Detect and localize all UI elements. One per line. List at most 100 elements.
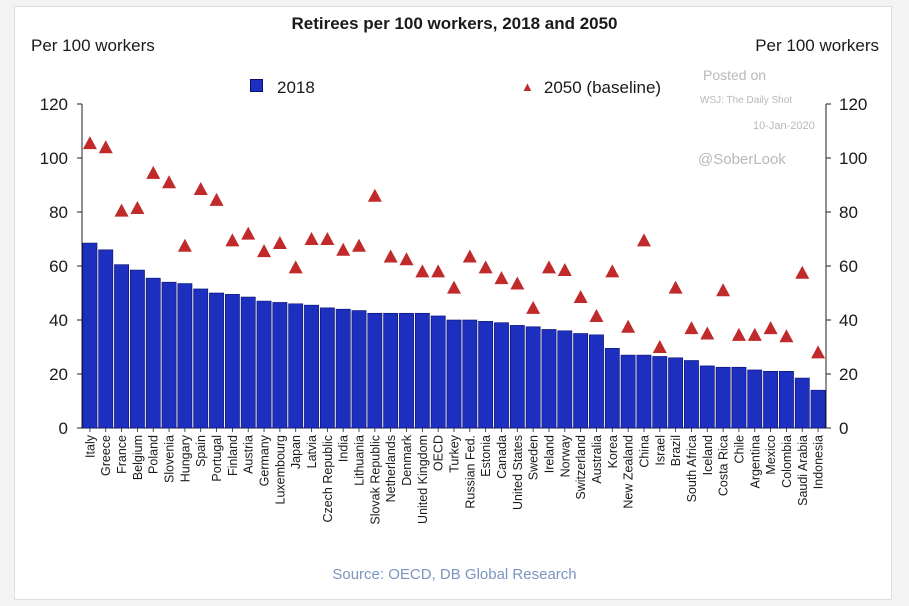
bar-2018 bbox=[335, 308, 351, 429]
x-tick-label: Spain bbox=[194, 435, 208, 467]
x-tick-label: Germany bbox=[258, 434, 272, 486]
x-tick-label: Brazil bbox=[669, 435, 683, 466]
marker-2050 bbox=[652, 340, 667, 353]
bar-2018 bbox=[319, 307, 335, 429]
x-tick-label: Switzerland bbox=[574, 435, 588, 500]
marker-2050 bbox=[288, 260, 303, 274]
legend-label-2050: 2050 (baseline) bbox=[543, 78, 662, 97]
marker-2050 bbox=[795, 265, 810, 279]
x-tick-label: Denmark bbox=[400, 434, 414, 485]
bar-2018 bbox=[589, 334, 604, 429]
marker-2050 bbox=[431, 264, 446, 278]
x-tick-label: Slovenia bbox=[163, 435, 177, 483]
x-tick-label: Colombia bbox=[780, 435, 794, 488]
bar-2018 bbox=[98, 249, 114, 429]
x-tick-label: Finland bbox=[226, 435, 240, 476]
x-tick-label: Luxembourg bbox=[273, 435, 287, 505]
marker-2050 bbox=[257, 244, 272, 258]
marker-2050 bbox=[272, 236, 287, 250]
bar-2018 bbox=[114, 264, 129, 429]
x-tick-label: Czech Republic bbox=[321, 435, 335, 523]
bar-2018 bbox=[779, 370, 794, 429]
x-tick-label: France bbox=[115, 435, 129, 474]
x-tick-label: OECD bbox=[432, 435, 446, 471]
bar-2018 bbox=[399, 312, 414, 429]
y-tick-label-left: 40 bbox=[49, 311, 68, 330]
legend-item-2050: ▲ 2050 (baseline) bbox=[521, 78, 661, 98]
bar-2018 bbox=[494, 322, 509, 429]
bar-2018 bbox=[478, 321, 494, 429]
right-axis-label: Per 100 workers bbox=[755, 36, 879, 55]
bar-2018 bbox=[224, 294, 240, 429]
bar-2018 bbox=[731, 366, 747, 429]
marker-2050 bbox=[557, 263, 572, 277]
x-tick-label: South Africa bbox=[685, 435, 699, 502]
y-tick-label-right: 100 bbox=[839, 149, 867, 168]
bar-2018 bbox=[383, 312, 399, 429]
x-tick-label: Portugal bbox=[210, 435, 224, 482]
y-tick-label-left: 20 bbox=[49, 365, 68, 384]
marker-2050 bbox=[763, 321, 778, 335]
marker-2050 bbox=[573, 290, 588, 304]
bar-2018 bbox=[636, 354, 652, 429]
y-tick-label-right: 40 bbox=[839, 311, 858, 330]
x-tick-label: China bbox=[637, 435, 651, 468]
marker-2050 bbox=[304, 232, 319, 245]
marker-2050 bbox=[747, 327, 762, 341]
x-tick-label: Indonesia bbox=[812, 435, 826, 489]
bar-2018 bbox=[652, 356, 668, 429]
bar-2018 bbox=[145, 277, 161, 429]
bar-2018 bbox=[557, 330, 573, 429]
left-axis-label: Per 100 workers bbox=[31, 36, 155, 55]
marker-2050 bbox=[225, 233, 240, 247]
x-tick-label: Belgium bbox=[131, 435, 145, 480]
source-note: Source: OECD, DB Global Research bbox=[332, 566, 577, 583]
bar-2018 bbox=[304, 304, 319, 429]
marker-2050 bbox=[447, 280, 461, 294]
x-tick-label: Sweden bbox=[527, 435, 541, 480]
marker-2050 bbox=[510, 276, 525, 290]
x-tick-label: Italy bbox=[83, 434, 97, 458]
bar-2018 bbox=[82, 242, 98, 429]
x-tick-label: Saudi Arabia bbox=[796, 435, 810, 506]
bar-2018 bbox=[573, 333, 589, 429]
bar-2018 bbox=[209, 292, 224, 429]
bar-2018 bbox=[525, 326, 541, 429]
x-tick-label: Netherlands bbox=[384, 435, 398, 502]
y-tick-label-right: 0 bbox=[839, 419, 848, 438]
bar-2018 bbox=[462, 319, 478, 429]
legend-triangle-marker: ▲ bbox=[521, 79, 534, 94]
marker-2050 bbox=[399, 252, 414, 266]
x-tick-label: Austria bbox=[242, 435, 256, 474]
x-tick-label: Norway bbox=[558, 434, 572, 477]
x-tick-label: Japan bbox=[289, 435, 303, 469]
marker-2050 bbox=[605, 264, 620, 278]
x-tick-label: Mexico bbox=[764, 435, 778, 475]
bar-2018 bbox=[430, 315, 446, 429]
marker-2050 bbox=[589, 308, 604, 322]
marker-2050 bbox=[162, 175, 177, 189]
x-tick-label: Israel bbox=[653, 435, 667, 466]
x-tick-label: Argentina bbox=[748, 435, 762, 489]
x-tick-label: Korea bbox=[606, 435, 620, 468]
x-tick-label: Latvia bbox=[305, 435, 319, 468]
marker-2050 bbox=[668, 280, 683, 294]
bar-2018 bbox=[351, 310, 367, 429]
y-tick-label-left: 80 bbox=[49, 203, 68, 222]
x-tick-label: Poland bbox=[147, 435, 161, 474]
y-tick-label-left: 100 bbox=[40, 149, 68, 168]
watermark-handle: @SoberLook bbox=[698, 151, 786, 168]
watermark-outlet: WSJ: The Daily Shot bbox=[700, 95, 793, 106]
x-tick-label: Costa Rica bbox=[717, 435, 731, 496]
marker-2050 bbox=[193, 182, 208, 196]
marker-2050 bbox=[177, 238, 192, 252]
y-tick-label-left: 0 bbox=[59, 419, 68, 438]
bar-2018 bbox=[810, 389, 826, 429]
bar-2018 bbox=[161, 281, 177, 429]
marker-2050 bbox=[383, 249, 398, 263]
marker-2050 bbox=[130, 200, 145, 214]
marker-2050 bbox=[478, 260, 493, 274]
bar-2018 bbox=[193, 288, 209, 429]
bar-2018 bbox=[715, 366, 731, 429]
x-tick-label: Canada bbox=[495, 435, 509, 479]
